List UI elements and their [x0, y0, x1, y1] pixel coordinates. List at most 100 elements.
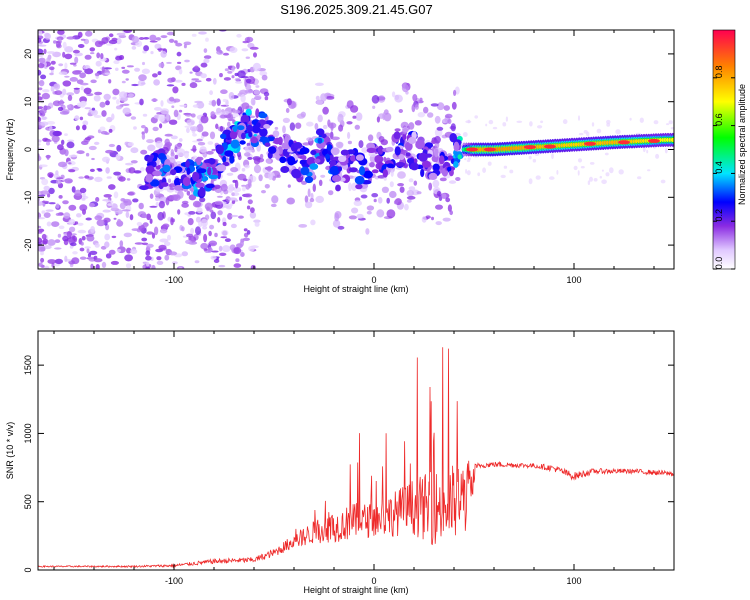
noise-blob — [147, 144, 156, 152]
ridge-blob — [386, 146, 394, 153]
noise-blob — [144, 126, 149, 134]
noise-blob — [167, 77, 175, 83]
noise-blob — [138, 74, 147, 81]
noise-blob — [169, 251, 178, 256]
ridge-blob — [264, 142, 271, 147]
noise-blob — [83, 87, 92, 95]
noise-blob — [101, 110, 107, 117]
noise-blob — [69, 226, 76, 233]
noise-blob — [38, 87, 43, 91]
noise-blob — [337, 225, 345, 230]
noise-blob — [453, 89, 457, 96]
snr-xlabel: Height of straight line (km) — [303, 585, 408, 595]
noise-blob — [116, 249, 122, 252]
noise-blob — [466, 170, 471, 176]
noise-blob — [101, 261, 107, 268]
noise-blob — [91, 109, 98, 116]
noise-blob — [103, 194, 112, 198]
noise-blob — [320, 174, 326, 178]
noise-blob — [587, 180, 591, 185]
noise-blob — [474, 115, 479, 119]
ridge-blob — [174, 177, 181, 187]
noise-blob — [229, 47, 238, 53]
noise-blob — [84, 175, 90, 179]
ridge-blob — [287, 156, 296, 166]
noise-blob — [637, 176, 642, 180]
noise-blob — [41, 178, 49, 186]
noise-blob — [46, 141, 50, 146]
colorbar-tick-label: 0.8 — [714, 66, 724, 79]
noise-blob — [434, 115, 441, 124]
noise-blob — [40, 74, 47, 80]
noise-blob — [227, 65, 233, 69]
noise-blob — [502, 122, 507, 127]
noise-blob — [516, 120, 523, 124]
noise-blob — [248, 245, 255, 252]
noise-blob — [93, 115, 102, 118]
noise-blob — [86, 248, 90, 254]
noise-blob — [222, 52, 230, 56]
noise-blob — [159, 228, 168, 234]
noise-blob — [334, 212, 340, 222]
noise-blob — [477, 172, 481, 177]
noise-blob — [599, 175, 602, 179]
noise-blob — [263, 91, 270, 97]
noise-blob — [71, 257, 80, 265]
noise-blob — [259, 71, 268, 76]
noise-blob — [117, 218, 122, 224]
noise-blob — [88, 176, 94, 180]
noise-blob — [46, 57, 51, 63]
noise-blob — [267, 172, 274, 180]
noise-blob — [80, 38, 86, 41]
noise-blob — [306, 137, 314, 142]
spectrogram-xlabel: Height of straight line (km) — [303, 284, 408, 294]
noise-blob — [417, 112, 425, 118]
noise-blob — [104, 241, 110, 248]
noise-blob — [230, 223, 237, 229]
noise-blob — [394, 94, 403, 103]
noise-blob — [244, 193, 253, 198]
noise-blob — [44, 32, 51, 40]
noise-blob — [85, 30, 93, 37]
ridge-blob — [150, 179, 160, 187]
noise-blob — [233, 187, 242, 193]
noise-blob — [216, 107, 222, 114]
noise-blob — [107, 203, 114, 207]
noise-blob — [441, 193, 447, 200]
noise-blob — [366, 210, 372, 215]
noise-blob — [143, 37, 150, 40]
noise-blob — [43, 105, 52, 110]
noise-blob — [181, 82, 186, 86]
noise-blob — [146, 261, 150, 267]
noise-blob — [130, 116, 137, 120]
noise-blob — [127, 93, 134, 98]
noise-blob — [179, 138, 183, 142]
noise-blob — [307, 188, 311, 198]
noise-blob — [141, 68, 150, 75]
noise-blob — [66, 92, 75, 96]
noise-blob — [158, 62, 165, 68]
noise-blob — [264, 96, 269, 101]
noise-blob — [127, 142, 134, 147]
noise-blob — [381, 186, 389, 193]
noise-blob — [203, 248, 208, 251]
noise-blob — [528, 155, 532, 160]
noise-blob — [154, 107, 162, 111]
noise-blob — [130, 248, 138, 255]
noise-blob — [77, 222, 84, 226]
ridge-blob — [299, 159, 306, 165]
ridge-blob — [434, 148, 439, 158]
noise-blob — [108, 143, 115, 148]
noise-blob — [216, 195, 223, 198]
ridge-blob — [232, 125, 238, 132]
noise-blob — [601, 179, 607, 185]
noise-blob — [71, 186, 76, 193]
tone-peak — [648, 138, 660, 143]
noise-blob — [436, 102, 445, 111]
noise-blob — [159, 123, 163, 129]
noise-blob — [191, 78, 200, 81]
noise-blob — [79, 256, 87, 260]
noise-blob — [606, 122, 611, 127]
noise-blob — [578, 132, 584, 136]
noise-blob — [133, 126, 137, 130]
